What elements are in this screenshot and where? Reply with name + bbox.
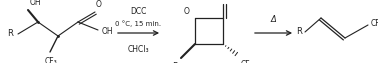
Text: CHCl₃: CHCl₃ — [128, 45, 149, 54]
Text: DCC: DCC — [130, 7, 147, 17]
Text: CF₃: CF₃ — [241, 60, 254, 63]
Text: O: O — [221, 0, 227, 2]
Text: CF₃: CF₃ — [45, 57, 57, 63]
Text: OH: OH — [30, 0, 42, 7]
Text: R: R — [296, 28, 302, 36]
Text: O: O — [184, 7, 190, 16]
Text: CF₃: CF₃ — [371, 20, 378, 28]
Text: R: R — [172, 62, 178, 63]
Text: R: R — [7, 29, 13, 38]
Text: O: O — [96, 0, 102, 9]
Text: OH: OH — [102, 27, 114, 35]
Text: Δ: Δ — [271, 15, 276, 25]
Text: 0 °C, 15 min.: 0 °C, 15 min. — [115, 21, 161, 27]
